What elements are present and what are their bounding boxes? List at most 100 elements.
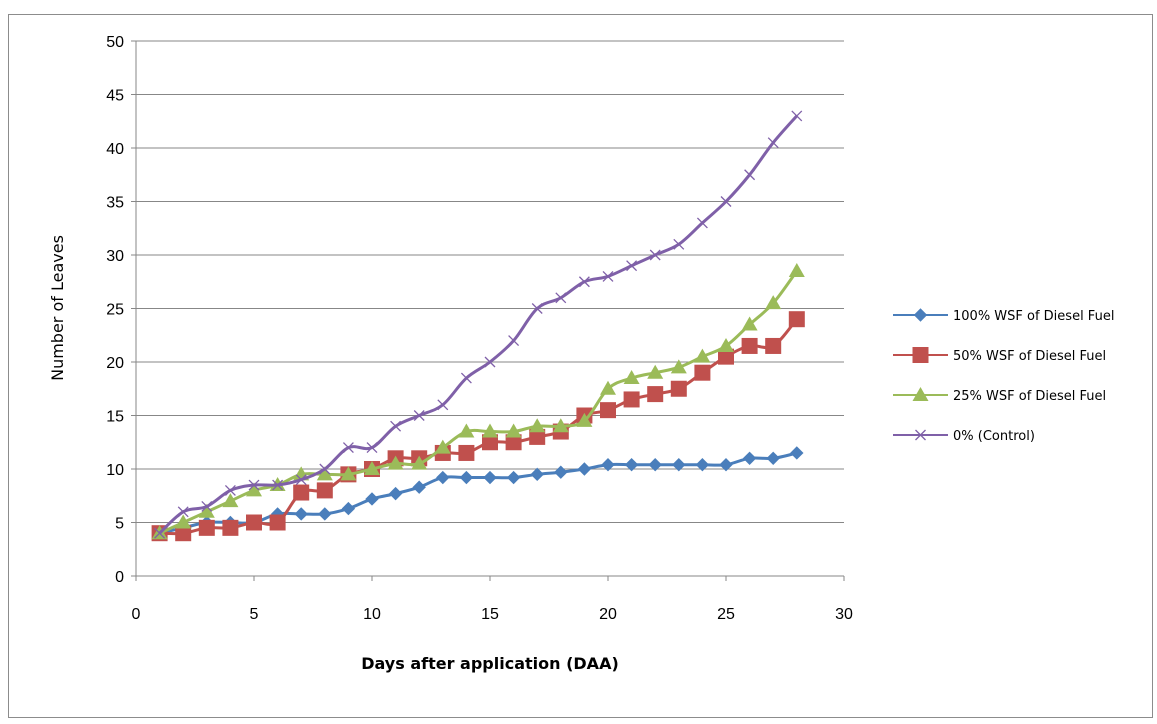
data-point — [483, 470, 497, 485]
x-tick-label: 25 — [717, 606, 735, 623]
data-point — [601, 458, 615, 472]
data-point — [647, 386, 664, 403]
data-point — [624, 458, 639, 472]
data-point — [578, 276, 590, 288]
series-line — [159, 318, 798, 536]
data-point — [460, 372, 472, 384]
data-point — [293, 484, 310, 501]
data-point — [670, 380, 687, 397]
data-point — [198, 503, 215, 518]
data-point-stroke-b — [720, 196, 732, 207]
data-point — [175, 514, 192, 529]
data-point-stroke-b — [626, 260, 638, 272]
legend-item-2: 50% WSF of Diesel Fuel — [893, 347, 1106, 364]
data-point — [294, 507, 308, 521]
data-point-stroke-b — [390, 420, 402, 432]
data-point — [413, 410, 425, 421]
data-point — [648, 458, 662, 472]
x-axis-title: Days after application (DAA) — [361, 654, 619, 673]
data-point — [529, 418, 546, 433]
data-point-stroke-b — [578, 276, 590, 288]
data-point — [411, 455, 428, 470]
data-point-stroke-b — [602, 270, 614, 282]
data-point — [340, 466, 357, 481]
data-point — [458, 423, 475, 438]
data-point — [412, 480, 426, 494]
x-tick-label: 20 — [599, 606, 617, 623]
data-point — [695, 458, 710, 472]
legend-label: 0% (Control) — [953, 429, 1035, 444]
data-point — [246, 482, 262, 497]
data-point — [222, 519, 239, 536]
chart-frame — [8, 14, 1153, 718]
data-point — [554, 465, 568, 479]
data-point — [626, 260, 638, 272]
data-point-stroke-b — [791, 110, 803, 122]
data-point — [788, 263, 805, 278]
data-point — [198, 519, 215, 536]
x-tick-label: 5 — [250, 606, 259, 623]
data-point — [177, 506, 189, 518]
series-3 — [151, 263, 805, 540]
data-point — [201, 500, 213, 512]
data-point-stroke-b — [555, 292, 567, 304]
data-point-stroke-b — [484, 356, 496, 368]
data-point — [269, 514, 286, 531]
data-point — [387, 455, 404, 470]
y-tick-label: 0 — [115, 569, 124, 586]
data-point — [555, 292, 567, 304]
y-tick-label: 40 — [106, 141, 124, 158]
series-4 — [154, 110, 803, 539]
data-point — [458, 444, 475, 461]
data-point — [719, 458, 733, 472]
data-point — [672, 458, 686, 472]
y-tick-label: 50 — [106, 34, 124, 51]
data-point — [765, 337, 782, 354]
data-point — [295, 474, 307, 486]
legend-label: 25% WSF of Diesel Fuel — [953, 389, 1106, 404]
data-point-stroke-b — [649, 249, 661, 261]
series-line — [158, 270, 799, 535]
axes — [131, 40, 845, 581]
data-point-stroke-b — [460, 372, 472, 384]
data-point — [366, 442, 378, 454]
data-point-stroke-b — [696, 217, 708, 229]
data-point-stroke-b — [508, 335, 520, 347]
data-point-stroke-b — [154, 527, 166, 539]
data-point — [222, 493, 239, 508]
legend-marker-stroke-b — [915, 429, 926, 441]
legend-marker — [913, 308, 928, 322]
legend-marker — [915, 429, 926, 441]
tick-labels: 0 5 10 15 20 25 30 35 40 45 50 0 5 10 15 20 25 30 — [106, 34, 853, 623]
data-point — [600, 402, 616, 419]
data-point — [744, 169, 756, 181]
data-point-stroke-b — [248, 479, 260, 491]
data-point-stroke-b — [319, 463, 331, 475]
x-tick-label: 0 — [132, 606, 141, 623]
data-point — [600, 380, 616, 395]
data-point — [365, 492, 379, 506]
data-point — [718, 348, 734, 365]
data-point — [765, 295, 782, 310]
data-point — [694, 348, 711, 363]
data-point — [623, 370, 640, 385]
y-tick-label: 20 — [106, 355, 124, 372]
data-point — [788, 311, 805, 328]
series-2 — [151, 311, 805, 542]
legend-item-4: 0% (Control) — [893, 429, 1035, 444]
data-point — [506, 470, 521, 485]
series-line — [158, 114, 798, 535]
data-point — [318, 507, 332, 521]
legend: 100% WSF of Diesel Fuel 50% WSF of Diesel… — [893, 308, 1114, 444]
data-point-stroke-b — [224, 484, 236, 496]
data-point — [342, 442, 354, 454]
legend-marker — [912, 347, 929, 363]
y-tick-label: 25 — [106, 302, 124, 319]
data-point-stroke-b — [366, 442, 378, 454]
data-point — [246, 514, 262, 531]
data-point — [484, 356, 496, 368]
data-point-stroke-b — [767, 137, 779, 149]
data-point — [341, 501, 356, 516]
data-point-stroke-b — [342, 442, 354, 454]
data-point — [505, 434, 522, 451]
